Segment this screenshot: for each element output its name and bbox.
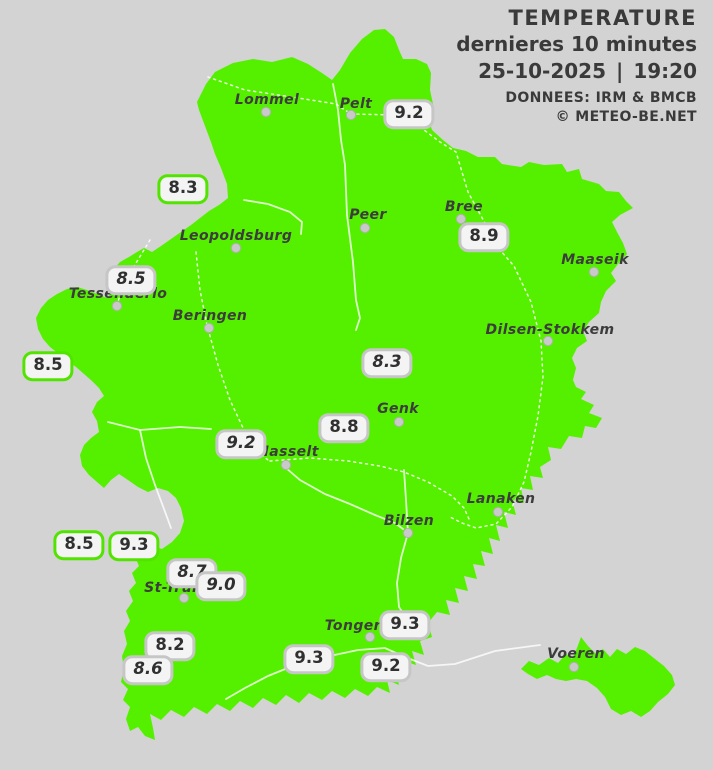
city-label-bilzen: Bilzen [383,513,435,529]
road-line [225,644,541,700]
border-line [116,239,151,306]
temperature-badge: 9.0 [195,571,247,601]
temperature-badge: 9.2 [215,429,267,459]
river-line [332,83,361,331]
river-line [243,199,303,235]
city-dot [111,300,123,312]
city-label-pelt: Pelt [339,96,373,112]
datetime-separator: | [616,59,624,83]
city-label-voeren: Voeren [547,646,605,662]
city-dot [402,527,414,539]
city-dots-layer [111,106,600,673]
city-label-lanaken: Lanaken [466,491,536,507]
page-title: TEMPERATURE [508,6,697,30]
credit: © METEO-BE.NET [555,109,697,125]
city-dot [230,242,242,254]
city-dot [359,222,371,234]
border-line [207,76,352,115]
city-dot [178,592,190,604]
temperature-badge: 9.3 [108,531,160,561]
city-label-leopoldsburg: Leopoldsburg [179,228,293,244]
city-label-bree: Bree [444,199,484,215]
voeren-shape [521,637,675,717]
data-source: DONNEES: IRM & BMCB [505,90,697,106]
dotted-borders-layer [116,76,544,529]
city-label-lommel: Lommel [234,92,300,108]
city-dot [542,335,554,347]
city-label-maaseik: Maaseik [561,252,629,268]
time-text: 19:20 [633,59,697,83]
road-line [139,429,172,529]
temperature-badge: 8.5 [53,530,105,560]
city-label-hasselt: Hasselt [257,444,319,460]
temperature-badge: 9.2 [360,652,412,682]
temperature-badge: 8.5 [22,351,74,381]
border-line [195,251,269,461]
city-label-genk: Genk [377,401,419,417]
city-dot [203,322,215,334]
temperature-badge: 9.3 [379,610,431,640]
city-dot [492,506,504,518]
roads-layer [107,83,541,700]
canal-line [285,467,404,530]
temperature-badge: 8.9 [458,222,510,252]
city-dot [568,661,580,673]
city-dot [280,459,292,471]
city-dot [364,631,376,643]
city-label-beringen: Beringen [172,308,248,324]
temperature-badge: 9.2 [383,99,435,129]
city-dot [260,106,272,118]
datetime: 25-10-2025 | 19:20 [456,59,697,83]
road-line [107,421,212,431]
subtitle: dernieres 10 minutes [456,32,697,56]
city-label-dilsen-stokkem: Dilsen-Stokkem [485,322,615,338]
temperature-badge: 8.3 [361,348,413,378]
city-dot [345,109,357,121]
header: TEMPERATURE dernieres 10 minutes 25-10-2… [456,6,697,125]
border-line [269,457,470,520]
temperature-badge: 8.6 [122,655,174,685]
temperature-badge: 8.8 [318,413,370,443]
temperature-badge: 8.5 [105,265,157,295]
city-label-peer: Peer [349,207,387,223]
temperature-badge: 9.3 [283,644,335,674]
city-dot [393,416,405,428]
temperature-badge: 8.3 [157,174,209,204]
date-text: 25-10-2025 [478,59,607,83]
city-dot [588,266,600,278]
